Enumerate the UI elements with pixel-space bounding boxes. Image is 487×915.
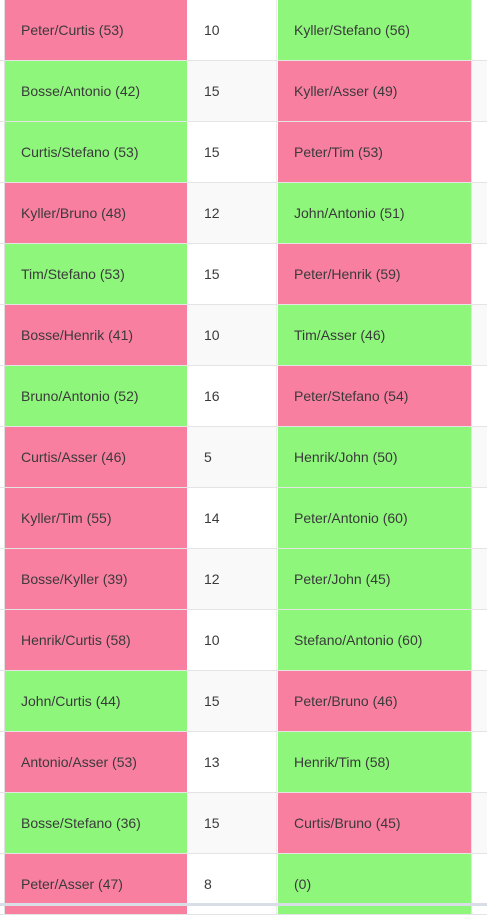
score-cell: 15	[188, 244, 277, 304]
team-b-cell: Peter/Bruno (46)	[278, 671, 471, 731]
table-row[interactable]: Curtis/Asser (46) 5 Henrik/John (50)	[0, 427, 487, 488]
team-b-cell: Peter/Henrik (59)	[278, 244, 471, 304]
table-row[interactable]: Kyller/Tim (55) 14 Peter/Antonio (60)	[0, 488, 487, 549]
team-b-cell: Curtis/Bruno (45)	[278, 793, 471, 853]
score-cell: 13	[188, 732, 277, 792]
team-b-cell: Tim/Asser (46)	[278, 305, 471, 365]
team-a-cell: Kyller/Tim (55)	[5, 488, 187, 548]
row-leading-edge	[0, 366, 5, 426]
table-row[interactable]: Peter/Curtis (53) 10 Kyller/Stefano (56)	[0, 0, 487, 61]
team-b-cell: Henrik/Tim (58)	[278, 732, 471, 792]
team-b-cell: Kyller/Asser (49)	[278, 61, 471, 121]
table-row[interactable]: Henrik/Curtis (58) 10 Stefano/Antonio (60)	[0, 610, 487, 671]
table-row[interactable]: Antonio/Asser (53) 13 Henrik/Tim (58)	[0, 732, 487, 793]
score-cell: 15	[188, 61, 277, 121]
table-row[interactable]: Tim/Stefano (53) 15 Peter/Henrik (59)	[0, 244, 487, 305]
team-a-cell: Curtis/Stefano (53)	[5, 122, 187, 182]
team-a-cell: John/Curtis (44)	[5, 671, 187, 731]
row-trailing-edge	[471, 61, 487, 121]
team-b-cell: Peter/Tim (53)	[278, 122, 471, 182]
row-leading-edge	[0, 183, 5, 243]
table-row[interactable]: Curtis/Stefano (53) 15 Peter/Tim (53)	[0, 122, 487, 183]
table-row[interactable]: Bosse/Kyller (39) 12 Peter/John (45)	[0, 549, 487, 610]
team-a-cell: Bosse/Stefano (36)	[5, 793, 187, 853]
table-row[interactable]: Bosse/Henrik (41) 10 Tim/Asser (46)	[0, 305, 487, 366]
row-leading-edge	[0, 671, 5, 731]
team-a-cell: Tim/Stefano (53)	[5, 244, 187, 304]
table-row[interactable]: Bruno/Antonio (52) 16 Peter/Stefano (54)	[0, 366, 487, 427]
team-a-cell: Henrik/Curtis (58)	[5, 610, 187, 670]
score-cell: 5	[188, 427, 277, 487]
score-cell: 12	[188, 183, 277, 243]
table-row[interactable]: Bosse/Stefano (36) 15 Curtis/Bruno (45)	[0, 793, 487, 854]
row-leading-edge	[0, 793, 5, 853]
row-trailing-edge	[471, 122, 487, 182]
row-leading-edge	[0, 0, 5, 60]
row-leading-edge	[0, 854, 5, 914]
score-cell: 10	[188, 0, 277, 60]
row-trailing-edge	[471, 488, 487, 548]
score-cell: 15	[188, 122, 277, 182]
score-cell: 15	[188, 671, 277, 731]
row-trailing-edge	[471, 427, 487, 487]
row-leading-edge	[0, 122, 5, 182]
row-trailing-edge	[471, 854, 487, 914]
row-leading-edge	[0, 61, 5, 121]
row-leading-edge	[0, 732, 5, 792]
table-row[interactable]: John/Curtis (44) 15 Peter/Bruno (46)	[0, 671, 487, 732]
team-b-cell: Peter/Antonio (60)	[278, 488, 471, 548]
row-leading-edge	[0, 244, 5, 304]
row-leading-edge	[0, 427, 5, 487]
team-b-cell: Peter/Stefano (54)	[278, 366, 471, 426]
table-bottom-border	[0, 903, 487, 906]
row-leading-edge	[0, 305, 5, 365]
team-a-cell: Kyller/Bruno (48)	[5, 183, 187, 243]
row-trailing-edge	[471, 305, 487, 365]
team-b-cell: Peter/John (45)	[278, 549, 471, 609]
row-trailing-edge	[471, 183, 487, 243]
row-leading-edge	[0, 610, 5, 670]
team-b-cell: Kyller/Stefano (56)	[278, 0, 471, 60]
team-b-cell: John/Antonio (51)	[278, 183, 471, 243]
row-trailing-edge	[471, 671, 487, 731]
table-row[interactable]: Kyller/Bruno (48) 12 John/Antonio (51)	[0, 183, 487, 244]
row-trailing-edge	[471, 732, 487, 792]
row-trailing-edge	[471, 549, 487, 609]
row-trailing-edge	[471, 366, 487, 426]
team-a-cell: Bosse/Henrik (41)	[5, 305, 187, 365]
team-a-cell: Antonio/Asser (53)	[5, 732, 187, 792]
score-cell: 15	[188, 793, 277, 853]
row-trailing-edge	[471, 244, 487, 304]
row-trailing-edge	[471, 0, 487, 60]
score-cell: 12	[188, 549, 277, 609]
row-leading-edge	[0, 488, 5, 548]
score-cell: 14	[188, 488, 277, 548]
score-cell: 10	[188, 610, 277, 670]
table-row[interactable]: Bosse/Antonio (42) 15 Kyller/Asser (49)	[0, 61, 487, 122]
score-cell: 16	[188, 366, 277, 426]
team-a-cell: Bosse/Antonio (42)	[5, 61, 187, 121]
row-leading-edge	[0, 549, 5, 609]
row-trailing-edge	[471, 610, 487, 670]
team-a-cell: Peter/Curtis (53)	[5, 0, 187, 60]
team-a-cell: Curtis/Asser (46)	[5, 427, 187, 487]
team-a-cell: Bruno/Antonio (52)	[5, 366, 187, 426]
team-b-cell: Stefano/Antonio (60)	[278, 610, 471, 670]
score-cell: 10	[188, 305, 277, 365]
row-trailing-edge	[471, 793, 487, 853]
score-cell: 8	[188, 854, 277, 914]
team-b-cell: Henrik/John (50)	[278, 427, 471, 487]
team-a-cell: Bosse/Kyller (39)	[5, 549, 187, 609]
